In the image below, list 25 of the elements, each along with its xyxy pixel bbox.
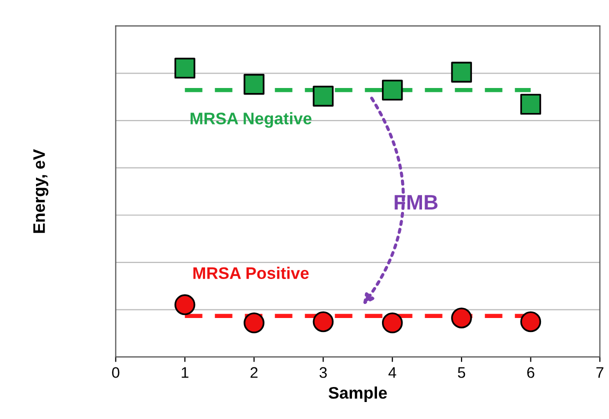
point [244,74,264,95]
y-axis-title: Energy, eV [33,149,48,233]
point [312,86,334,107]
x-tick-label: 1 [182,367,188,378]
point [244,312,264,334]
x-tick-label: 6 [527,367,534,378]
x-tick-label: 0 [112,367,120,378]
point [451,62,472,83]
point [382,312,403,334]
annotation: MRSA Positive [193,266,309,280]
annotation: FMB [394,195,438,210]
x-tick-label: 3 [320,367,327,378]
point [382,80,403,101]
point [312,311,334,332]
annotation: MRSA Negative [190,112,312,128]
x-tick-label: 2 [250,367,258,378]
x-tick-label: 4 [388,367,396,378]
point [174,294,196,316]
x-tick-label: 7 [596,367,604,378]
x-tick-label: 5 [458,367,466,378]
x-axis-title: Sample [328,386,387,402]
point [451,308,472,328]
point [174,58,196,79]
point [520,94,542,115]
point [520,311,542,332]
